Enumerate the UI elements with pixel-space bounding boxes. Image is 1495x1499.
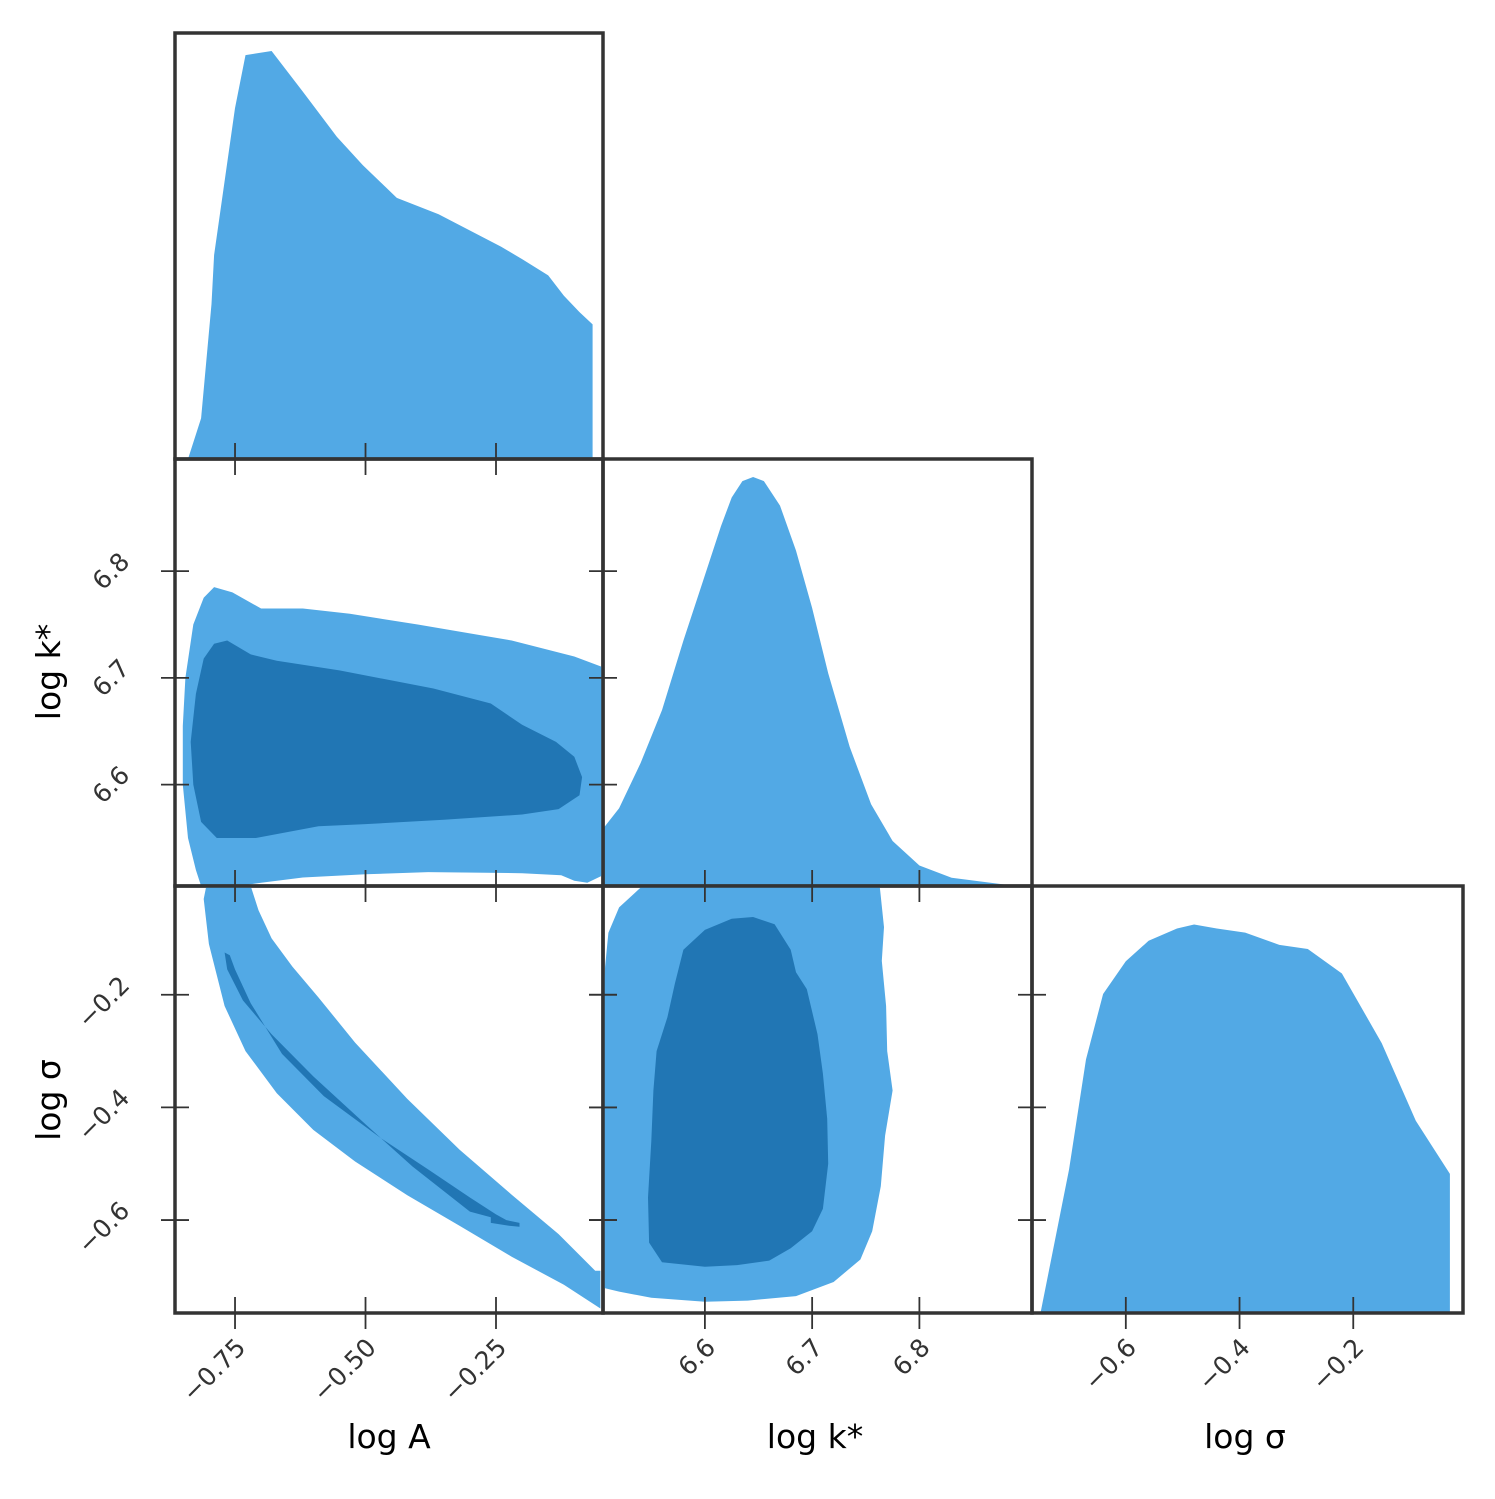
panel-logk-marginal (601, 457, 1034, 888)
marginal-density-logk (603, 477, 1016, 886)
y-tick-label-logk: 6.8 (87, 547, 136, 596)
tick-marks (161, 443, 1355, 1329)
panel-logsigma-marginal (1030, 884, 1465, 1315)
x-tick-label-logsigma: −0.2 (1306, 1333, 1369, 1396)
x-tick-label-logsigma: −0.4 (1192, 1333, 1255, 1396)
x-tick-label-logA: −0.25 (438, 1333, 513, 1408)
y-tick-label-logk: 6.6 (87, 760, 136, 809)
panel-frame-logsigma-vs-logk (601, 884, 1034, 1315)
contour-inner-logsigma-vs-logk (648, 917, 829, 1267)
x-tick-label-logA: −0.75 (177, 1333, 252, 1408)
panel-logk-vs-logA (173, 457, 605, 888)
y-axis-label-logsigma: log σ (29, 1059, 68, 1141)
contour-inner-logk-vs-logA (190, 640, 583, 838)
x-tick-label-logsigma: −0.6 (1079, 1333, 1142, 1396)
panel-logsigma-vs-logA (173, 884, 605, 1315)
x-axis-label-logsigma: log σ (1204, 1417, 1286, 1456)
x-tick-label-logk: 6.7 (780, 1333, 829, 1382)
x-tick-label-logA: −0.50 (307, 1333, 382, 1408)
panel-logsigma-vs-logk (601, 884, 1034, 1315)
y-tick-label-logk: 6.7 (87, 654, 136, 703)
y-tick-label-logsigma: −0.4 (72, 1083, 135, 1146)
contour-outer-logsigma-vs-logA (203, 886, 601, 1309)
x-tick-label-logk: 6.6 (673, 1333, 722, 1382)
x-axis-label-logk: log k* (767, 1417, 863, 1456)
y-tick-label-logsigma: −0.2 (72, 970, 135, 1033)
panels (173, 31, 1465, 1315)
x-axis-label-logA: log A (347, 1417, 431, 1456)
panel-logA-marginal (173, 31, 605, 461)
y-tick-label-logsigma: −0.6 (72, 1196, 135, 1259)
x-tick-label-logk: 6.8 (887, 1333, 936, 1382)
y-axis-label-logk: log k* (29, 624, 68, 720)
marginal-density-logA (188, 51, 593, 459)
marginal-density-logsigma (1040, 924, 1450, 1313)
